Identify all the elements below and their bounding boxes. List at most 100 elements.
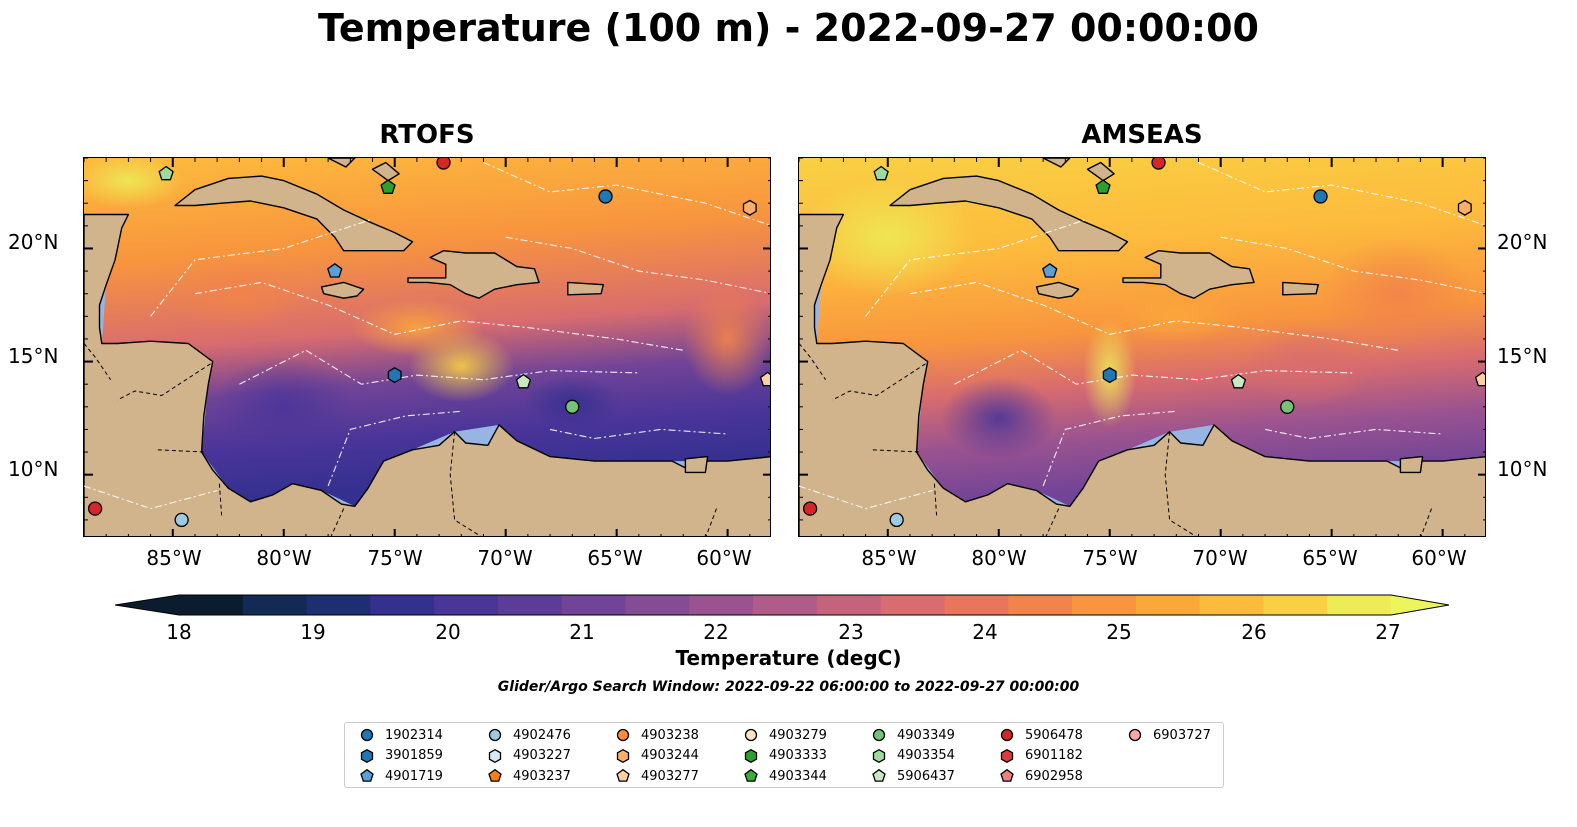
colorbar-tick-label: 22 [703, 620, 729, 644]
colorbar-extend-high [1391, 595, 1449, 615]
legend-entry: 4903349 [871, 725, 955, 745]
map-amseas [799, 158, 1486, 536]
float-marker[interactable] [174, 512, 189, 528]
float-marker[interactable] [742, 199, 757, 216]
float-marker[interactable] [889, 512, 904, 528]
colorbar-segment [625, 595, 690, 615]
float-marker[interactable] [565, 399, 580, 414]
legend-entry: 6903727 [1127, 725, 1211, 745]
lon-tick-label: 60°W [1411, 546, 1467, 570]
legend-label: 6901182 [1025, 748, 1083, 763]
colorbar-segment [689, 595, 754, 615]
float-marker[interactable] [327, 262, 343, 278]
float-marker[interactable] [1280, 399, 1295, 414]
legend-entry: 1902314 [359, 725, 443, 745]
colorbar-label: Temperature (degC) [675, 646, 902, 670]
legend-entry: 6901182 [999, 746, 1083, 766]
legend-entry: 6902958 [999, 766, 1083, 786]
float-marker[interactable] [1042, 262, 1058, 278]
map-panel-rtofs[interactable] [83, 157, 771, 537]
float-marker[interactable] [158, 165, 174, 181]
legend-marker [744, 728, 758, 742]
legend-entry: 4903237 [487, 766, 571, 786]
float-marker[interactable] [1313, 189, 1328, 204]
float-marker[interactable] [515, 373, 532, 389]
legend-entry: 4903238 [615, 725, 699, 745]
circle-marker-icon [872, 728, 886, 742]
float-marker[interactable] [436, 158, 451, 170]
legend-marker [488, 768, 502, 782]
float-marker[interactable] [1474, 371, 1486, 387]
float-marker[interactable] [387, 367, 402, 384]
float-marker[interactable] [1457, 199, 1472, 216]
lon-tick-label: 75°W [1082, 546, 1138, 570]
legend-entry: 4903244 [615, 746, 699, 766]
colorbar-segment [434, 595, 499, 615]
search-window-caption: Glider/Argo Search Window: 2022-09-22 06… [497, 679, 1080, 695]
colorbar-segment [242, 595, 308, 615]
legend-entry: 4903227 [487, 746, 571, 766]
colorbar-segment [370, 595, 435, 615]
float-marker[interactable] [1102, 367, 1117, 384]
legend-marker [488, 728, 502, 742]
float-marker[interactable] [87, 501, 103, 516]
colorbar-segment [880, 595, 946, 615]
colorbar-segment [497, 595, 563, 615]
map-panel-amseas[interactable] [798, 157, 1486, 537]
legend-label: 4903279 [769, 727, 827, 743]
hexagon-marker-icon [872, 748, 886, 763]
legend-entry: 4903279 [743, 725, 827, 745]
colorbar-tick-label: 21 [569, 620, 595, 644]
map-rtofs [84, 158, 771, 536]
float-marker[interactable] [873, 165, 889, 181]
colorbar-segment [179, 595, 244, 615]
lat-tick-label: 15°N [1497, 344, 1548, 368]
legend-marker [360, 728, 374, 742]
float-marker[interactable] [598, 189, 613, 204]
colorbar-segment [1135, 595, 1201, 615]
legend-entry: 4901719 [359, 766, 443, 786]
float-marker[interactable] [802, 501, 818, 516]
circle-marker-icon [360, 728, 374, 742]
colorbar-tick-label: 19 [300, 620, 326, 644]
colorbar-tick-label: 18 [166, 620, 192, 644]
lon-tick-label: 70°W [1192, 546, 1248, 570]
legend-label: 4903277 [641, 768, 699, 784]
legend-entry: 4903354 [871, 746, 955, 766]
legend-label: 1902314 [385, 727, 443, 743]
float-marker[interactable] [1151, 158, 1166, 170]
lon-tick-label: 80°W [971, 546, 1027, 570]
float-marker[interactable] [1095, 179, 1111, 194]
legend-marker [872, 728, 886, 742]
legend-label: 4902476 [513, 727, 571, 743]
legend-entry: 3901859 [359, 746, 443, 766]
lat-tick-label: 10°N [8, 457, 59, 481]
float-marker[interactable] [759, 371, 771, 387]
float-marker[interactable] [380, 179, 396, 194]
legend-label: 6903727 [1153, 727, 1211, 743]
legend-marker [744, 768, 758, 782]
float-marker[interactable] [1230, 373, 1247, 389]
colorbar-tick-label: 24 [972, 620, 998, 644]
legend-label: 4903227 [513, 748, 571, 763]
legend-marker [744, 748, 758, 763]
circle-marker-icon [1128, 728, 1142, 742]
lat-tick-label: 20°N [1497, 230, 1548, 254]
legend-marker [1000, 748, 1014, 763]
hexagon-marker-icon [744, 748, 758, 763]
lon-tick-label: 65°W [1302, 546, 1358, 570]
legend-label: 4903237 [513, 768, 571, 784]
lat-tick-label: 15°N [8, 344, 59, 368]
legend-label: 4903333 [769, 748, 827, 763]
colorbar-segment [306, 595, 371, 615]
legend-entry: 4902476 [487, 725, 571, 745]
legend-entry: 5906437 [871, 766, 955, 786]
legend-label: 5906437 [897, 768, 955, 784]
colorbar-segment [1072, 595, 1137, 615]
colorbar-segment [1263, 595, 1328, 615]
legend-marker [488, 748, 502, 763]
hexagon-marker-icon [488, 748, 502, 763]
hexagon-marker-icon [360, 748, 374, 763]
pentagon-marker-icon [1000, 768, 1014, 782]
colorbar-tick-label: 23 [838, 620, 864, 644]
